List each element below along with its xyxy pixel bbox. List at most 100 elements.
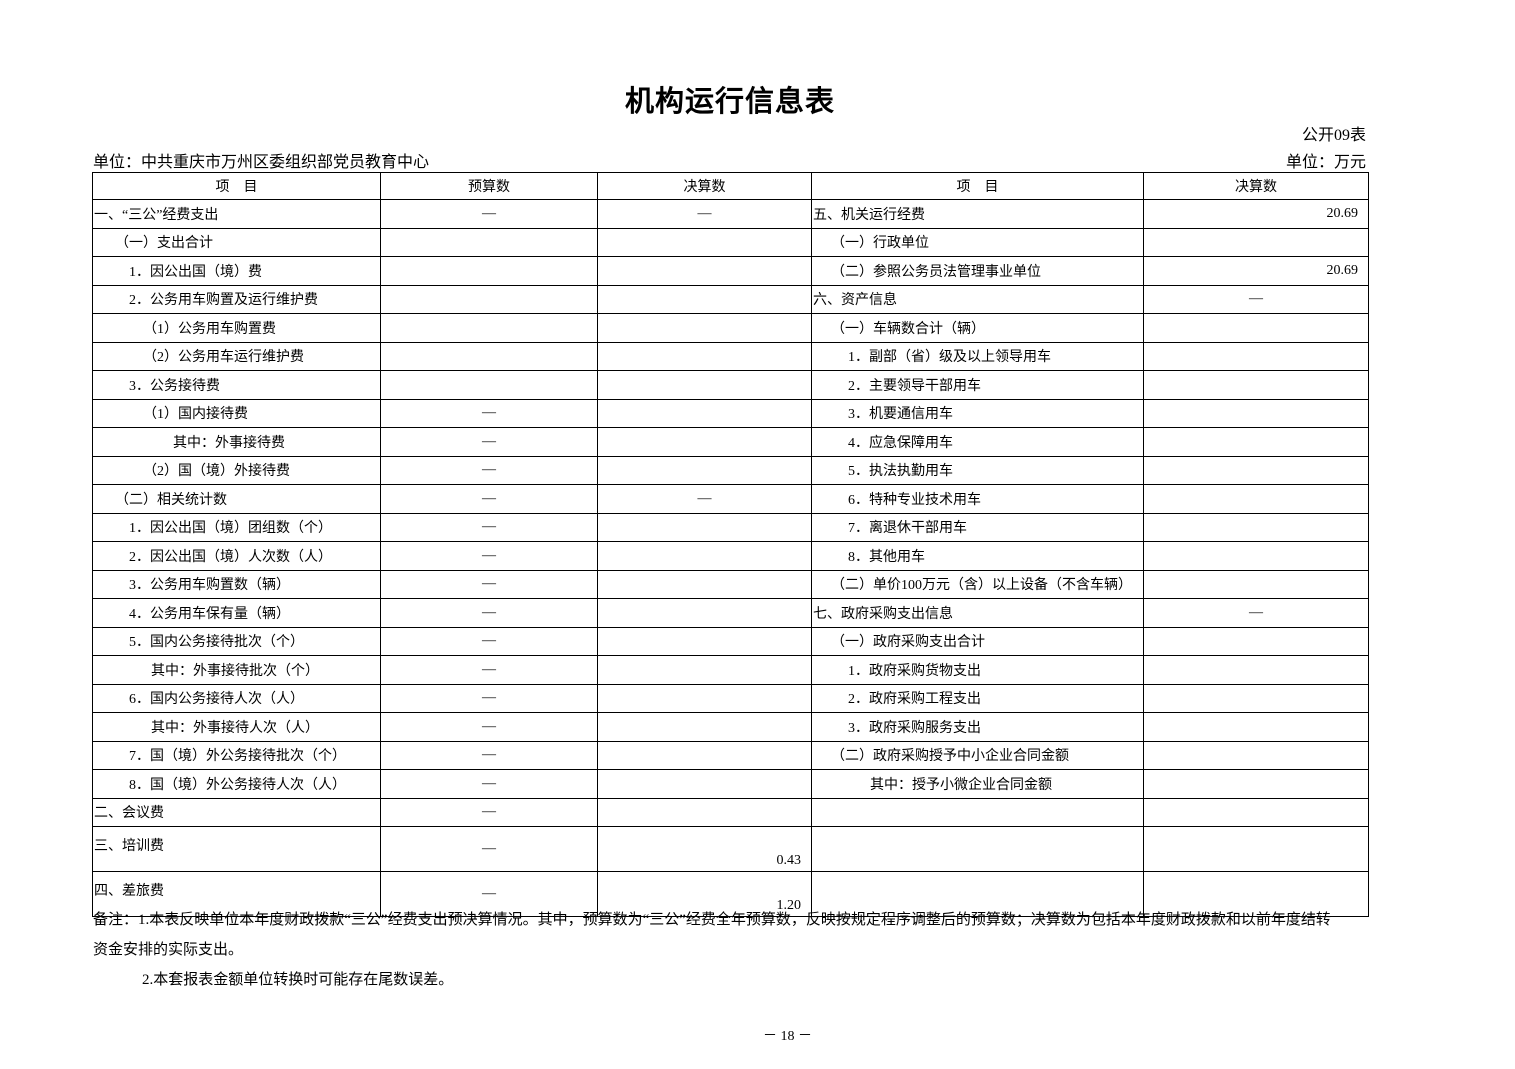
table-row: 二、会议费 — bbox=[92, 797, 1369, 827]
row-final bbox=[597, 626, 812, 656]
row-item-left: 8．国（境）外公务接待人次（人） bbox=[92, 769, 381, 799]
row-item-right: 4．应急保障用车 bbox=[811, 427, 1144, 457]
table-code: 公开09表 bbox=[1301, 127, 1366, 144]
table-row: 3．公务用车购置数（辆） — （二）单价100万元（含）以上设备（不含车辆） bbox=[92, 569, 1369, 599]
header-item-right: 项 目 bbox=[811, 172, 1144, 200]
row-final-right bbox=[1143, 683, 1369, 713]
row-item-left: 1．因公出国（境）费 bbox=[92, 256, 381, 286]
row-item-left: 四、差旅费 bbox=[92, 871, 381, 917]
table-row: （二）相关统计数 — —6．特种专业技术用车 bbox=[92, 484, 1369, 514]
note-line-2: 资金安排的实际支出。 bbox=[93, 942, 244, 958]
table-row: 8．国（境）外公务接待人次（人） — 其中：授予小微企业合同金额 bbox=[92, 769, 1369, 799]
row-item-left: （1）公务用车购置费 bbox=[92, 313, 381, 343]
row-budget: — bbox=[380, 427, 598, 457]
row-final: — bbox=[597, 199, 812, 229]
row-item-right: （二）参照公务员法管理事业单位 bbox=[811, 256, 1144, 286]
row-final-right bbox=[1143, 541, 1369, 571]
row-final bbox=[597, 541, 812, 571]
table-row: 2．公务用车购置及运行维护费 六、资产信息 — bbox=[92, 284, 1369, 314]
row-item-right: 3．政府采购服务支出 bbox=[811, 712, 1144, 742]
row-final bbox=[597, 370, 812, 400]
row-budget: — bbox=[380, 598, 598, 628]
row-final bbox=[597, 598, 812, 628]
row-budget: — bbox=[380, 797, 598, 827]
row-item-right bbox=[811, 826, 1144, 872]
row-budget: — bbox=[380, 569, 598, 599]
row-final: — bbox=[597, 484, 812, 514]
table-row: （2）国（境）外接待费 — 5．执法执勤用车 bbox=[92, 455, 1369, 485]
row-item-left: （2）公务用车运行维护费 bbox=[92, 341, 381, 371]
header-budget: 预算数 bbox=[380, 172, 598, 200]
row-final-right bbox=[1143, 398, 1369, 428]
header-row: 项 目 预算数 决算数 项 目 决算数 bbox=[92, 172, 1369, 200]
row-item-left: 3．公务用车购置数（辆） bbox=[92, 569, 381, 599]
table-row: （1）公务用车购置费 （一）车辆数合计（辆） bbox=[92, 313, 1369, 343]
row-item-right: 2．政府采购工程支出 bbox=[811, 683, 1144, 713]
row-item-right: （二）政府采购授予中小企业合同金额 bbox=[811, 740, 1144, 770]
row-final-right: 20.69 bbox=[1143, 256, 1369, 286]
row-item-left: 其中：外事接待费 bbox=[92, 427, 381, 457]
row-final-right: — bbox=[1143, 598, 1369, 628]
row-item-left: 4．公务用车保有量（辆） bbox=[92, 598, 381, 628]
row-final-right: — bbox=[1143, 284, 1369, 314]
row-item-right: 1．政府采购货物支出 bbox=[811, 655, 1144, 685]
row-budget: — bbox=[380, 871, 598, 917]
row-item-right: 6．特种专业技术用车 bbox=[811, 484, 1144, 514]
row-item-left: （1）国内接待费 bbox=[92, 398, 381, 428]
row-item-left: 其中：外事接待批次（个） bbox=[92, 655, 381, 685]
row-budget: — bbox=[380, 541, 598, 571]
table-row: 1．因公出国（境）团组数（个） — 7．离退休干部用车 bbox=[92, 512, 1369, 542]
row-item-right: 1．副部（省）级及以上领导用车 bbox=[811, 341, 1144, 371]
row-item-right: （一）政府采购支出合计 bbox=[811, 626, 1144, 656]
row-item-left: 5．国内公务接待批次（个） bbox=[92, 626, 381, 656]
row-budget: — bbox=[380, 398, 598, 428]
row-final bbox=[597, 769, 812, 799]
row-final-right bbox=[1143, 712, 1369, 742]
header-item-left: 项 目 bbox=[92, 172, 381, 200]
page-number: － 18 － bbox=[763, 1029, 812, 1044]
table-row: 7．国（境）外公务接待批次（个） — （二）政府采购授予中小企业合同金额 bbox=[92, 740, 1369, 770]
row-budget: — bbox=[380, 455, 598, 485]
row-item-right: 六、资产信息 bbox=[811, 284, 1144, 314]
table-row: 3．公务接待费 2．主要领导干部用车 bbox=[92, 370, 1369, 400]
row-item-left: （二）相关统计数 bbox=[92, 484, 381, 514]
row-final bbox=[597, 256, 812, 286]
row-final-right bbox=[1143, 826, 1369, 872]
row-final-right bbox=[1143, 512, 1369, 542]
row-final bbox=[597, 398, 812, 428]
row-item-left: 3．公务接待费 bbox=[92, 370, 381, 400]
row-final-right bbox=[1143, 484, 1369, 514]
row-final bbox=[597, 797, 812, 827]
row-final bbox=[597, 427, 812, 457]
row-final bbox=[597, 284, 812, 314]
row-item-left: 2．因公出国（境）人次数（人） bbox=[92, 541, 381, 571]
table-row: （一）支出合计 （一）行政单位 bbox=[92, 227, 1369, 257]
row-final bbox=[597, 313, 812, 343]
row-budget: — bbox=[380, 826, 598, 872]
row-final bbox=[597, 712, 812, 742]
header-final: 决算数 bbox=[597, 172, 812, 200]
row-item-left: （2）国（境）外接待费 bbox=[92, 455, 381, 485]
row-budget: — bbox=[380, 712, 598, 742]
table-row: 一、“三公”经费支出 — — 五、机关运行经费 20.69 bbox=[92, 199, 1369, 229]
row-final-right bbox=[1143, 341, 1369, 371]
table-row: 6．国内公务接待人次（人） — 2．政府采购工程支出 bbox=[92, 683, 1369, 713]
row-item-left: 三、培训费 bbox=[92, 826, 381, 872]
row-item-right: 5．执法执勤用车 bbox=[811, 455, 1144, 485]
table-row: 其中：外事接待人次（人） — 3．政府采购服务支出 bbox=[92, 712, 1369, 742]
unit-organization: 单位：中共重庆市万州区委组织部党员教育中心 bbox=[93, 154, 430, 171]
row-item-right: （一）行政单位 bbox=[811, 227, 1144, 257]
row-budget: — bbox=[380, 199, 598, 229]
row-final bbox=[597, 655, 812, 685]
row-final bbox=[597, 455, 812, 485]
row-final-right bbox=[1143, 569, 1369, 599]
row-final-right bbox=[1143, 871, 1369, 917]
row-budget: — bbox=[380, 512, 598, 542]
row-final-right: 20.69 bbox=[1143, 199, 1369, 229]
row-budget bbox=[380, 313, 598, 343]
page-title: 机构运行信息表 bbox=[624, 86, 835, 118]
row-item-left: 7．国（境）外公务接待批次（个） bbox=[92, 740, 381, 770]
row-final bbox=[597, 512, 812, 542]
table-row: 5．国内公务接待批次（个） — （一）政府采购支出合计 bbox=[92, 626, 1369, 656]
row-final bbox=[597, 569, 812, 599]
